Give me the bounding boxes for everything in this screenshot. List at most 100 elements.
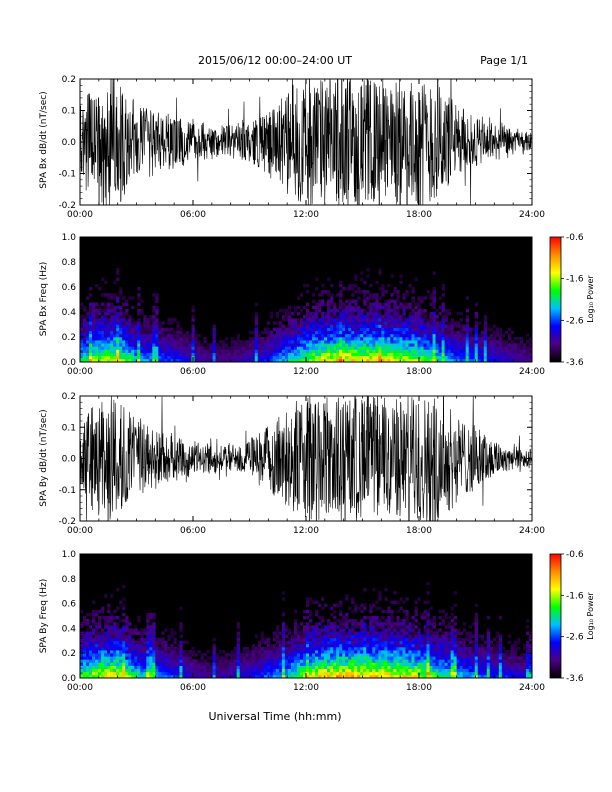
by-spectrogram-cell [324,650,328,654]
by-spectrogram-cell [423,612,427,617]
by-spectrogram-cell [128,637,132,642]
by-spectrogram-cell [203,659,207,663]
bx-spectrogram-cell [336,333,340,338]
by-spectrogram-cell [432,668,436,673]
bx-spectrogram-cell [381,358,385,363]
bx-spectrogram-cell [125,321,129,325]
by-spectrogram-cell [357,625,361,629]
bx-spectrogram-cell [260,330,265,335]
bx-spectrogram-cell [95,321,99,325]
by-spectrogram-cell [507,634,512,638]
by-spectrogram-cell [179,628,183,632]
by-spectrogram-cell [197,671,201,676]
by-spectrogram-cell [299,637,304,642]
by-spectrogram-cell [480,650,485,654]
by-spectrogram-cell [447,625,451,629]
by-spectrogram-cell [414,668,418,673]
bx-spectrogram-cell [399,333,403,338]
bx-spectrogram-cell [393,349,397,353]
by-spectrogram-cell [161,668,165,673]
by-spectrogram-cell [375,619,379,623]
bx-spectrogram-cell [495,346,500,350]
by-spectrogram-cell [357,640,361,645]
by-spectrogram-cell [212,665,216,669]
bx-spectrogram-cell [155,337,159,341]
by-spectrogram-cell [474,628,479,632]
by-spectrogram-cell [158,647,162,651]
bx-spectrogram-cell [318,355,322,360]
by-spectrogram-cell [134,662,138,666]
bx-spectrogram-cell [128,333,132,338]
by-spectrogram-cell [80,650,84,654]
bx-spectrogram-cell [387,305,391,310]
by-spectrogram-cell [462,637,466,642]
by-spectrogram-cell [315,650,319,654]
bx-spectrogram-cell [420,355,424,360]
bx-spectrogram-cell [315,355,319,360]
bx-spectrogram-cell [158,358,162,363]
by-spectrogram-cell [318,647,322,651]
by-spectrogram-cell [447,631,451,635]
bx-spectrogram-cell [260,358,265,363]
by-spectrogram-cell [480,653,485,657]
bx-spectrogram-cell [272,337,277,341]
by-spectrogram-cell [125,640,129,645]
bx-spectrogram-x-tick-label: 24:00 [519,367,545,377]
by-spectrogram-cell [110,653,114,657]
by-spectrogram-cell [110,643,114,648]
by-spectrogram-cell [414,640,418,645]
bx-spectrogram-cell [369,296,373,300]
by-spectrogram-cell [284,650,289,654]
by-spectrogram-cell [420,674,424,679]
by-spectrogram-cell [248,671,253,676]
bx-spectrogram-cell [137,340,141,344]
bx-spectrogram-cell [375,302,379,307]
bx-spectrogram-cell [137,352,141,357]
by-spectrogram-cell [459,659,463,663]
bx-spectrogram-cell [465,352,470,357]
bx-spectrogram-cell [263,330,268,335]
bx-spectrogram-cell [89,340,93,344]
bx-spectrogram-cell [318,324,322,328]
by-spectrogram-cell [498,640,503,645]
bx-spectrogram-cell [342,327,346,332]
bx-spectrogram-cell [486,355,491,360]
by-spectrogram-cell [468,665,473,669]
bx-spectrogram-cell [315,324,319,328]
by-spectrogram-cell [239,671,244,676]
by-spectrogram-cell [444,643,448,648]
bx-spectrogram-cell [516,352,521,357]
bx-spectrogram-cell [306,355,310,360]
by-spectrogram-cell [444,625,448,629]
bx-spectrogram-cell [158,337,162,341]
bx-spectrogram-cell [453,333,457,338]
by-spectrogram-cell [170,665,174,669]
bx-spectrogram-cell [248,330,253,335]
by-spectrogram-cell [143,662,147,666]
bx-spectrogram-cell [128,315,132,319]
by-spectrogram-cell [281,643,286,648]
by-spectrogram-cell [480,643,485,648]
bx-spectrogram-cell [239,343,244,347]
bx-spectrogram-cell [200,352,204,357]
bx-spectrogram-cell [339,290,343,294]
by-spectrogram-cell [134,674,138,679]
bx-spectrogram-cell [480,355,485,360]
by-spectrogram-cell [296,671,301,676]
by-spectrogram-cell [149,616,153,620]
by-spectrogram-cell [275,634,280,638]
bx-spectrogram-cell [284,346,289,350]
by-spectrogram-cell [224,665,228,669]
by-spectrogram-cell [456,631,460,635]
bx-spectrogram-cell [372,318,376,322]
bx-spectrogram-cell [272,327,277,332]
by-spectrogram-cell [236,671,240,676]
by-spectrogram-cell [152,665,156,669]
by-spectrogram-cell [504,659,509,663]
by-spectrogram-cell [119,662,123,666]
bx-spectrogram-cell [146,333,150,338]
by-spectrogram-cell [411,674,415,679]
bx-spectrogram-cell [98,355,102,360]
bx-spectrogram-cell [89,324,93,328]
by-spectrogram-cell [447,653,451,657]
